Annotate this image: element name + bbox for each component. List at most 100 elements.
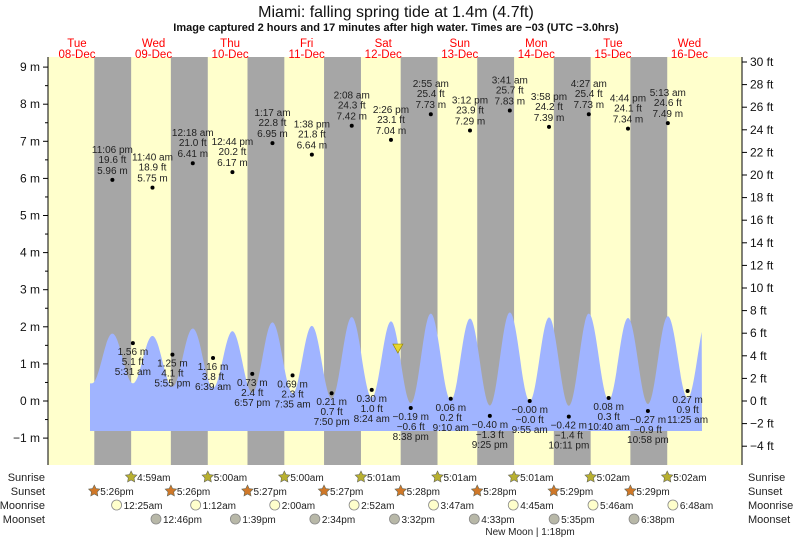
moonset-icon bbox=[548, 513, 560, 525]
sunrise-icon bbox=[507, 470, 521, 483]
low-tide-point bbox=[250, 371, 255, 376]
current-level-marker bbox=[392, 343, 404, 354]
high-tide-m: 6.64 m bbox=[297, 141, 328, 152]
high-tide-point bbox=[349, 123, 354, 128]
high-tide-m: 7.83 m bbox=[495, 97, 526, 108]
y-tick-label-m: 1 m bbox=[20, 357, 40, 371]
moonset-time: 6:38pm bbox=[641, 515, 674, 526]
sunset-row-label: Sunset bbox=[11, 486, 45, 498]
y-tick-label-ft: 20 ft bbox=[750, 168, 774, 182]
high-tide-ft: 21.0 ft bbox=[179, 138, 207, 149]
y-tick-label-ft: 4 ft bbox=[750, 349, 767, 363]
y-tick-label-ft: 8 ft bbox=[750, 304, 767, 318]
low-tide-point bbox=[527, 399, 532, 403]
sunrise-icon bbox=[660, 470, 674, 483]
day-label-dow: Wed bbox=[678, 38, 701, 50]
moonset-icon bbox=[628, 513, 640, 525]
low-tide-ft: 2.3 ft bbox=[281, 389, 303, 400]
sunset-time: 5:28pm bbox=[483, 487, 516, 498]
y-tick-label-ft: 6 ft bbox=[750, 326, 767, 340]
high-tide-time: 3:41 am bbox=[492, 76, 528, 87]
high-tide-point bbox=[309, 152, 314, 157]
sunrise-icon bbox=[431, 470, 444, 483]
high-tide-m: 6.41 m bbox=[177, 149, 208, 160]
day-label-date: 13-Dec bbox=[441, 49, 478, 61]
low-tide-m: −0.19 m bbox=[393, 412, 429, 423]
low-tide-ft: 0.3 ft bbox=[598, 412, 620, 423]
sunset-icon bbox=[87, 484, 101, 497]
y-tick-label-m: 7 m bbox=[20, 134, 40, 148]
high-tide-time: 3:58 pm bbox=[531, 92, 567, 103]
day-label-date: 09-Dec bbox=[135, 49, 172, 61]
sunset-icon bbox=[394, 484, 408, 497]
low-tide-m: 0.08 m bbox=[593, 402, 624, 413]
day-label-dow: Tue bbox=[67, 38, 86, 50]
sunrise-time: 5:00am bbox=[214, 473, 247, 484]
day-label-dow: Thu bbox=[220, 38, 240, 50]
moonset-time: 5:35pm bbox=[561, 515, 594, 526]
high-tide-point bbox=[547, 124, 552, 129]
high-tide-ft: 24.2 ft bbox=[535, 102, 563, 113]
high-tide-m: 7.73 m bbox=[416, 100, 447, 111]
low-tide-time: 7:35 am bbox=[274, 399, 310, 410]
high-tide-m: 7.49 m bbox=[653, 109, 684, 120]
moonrise-icon bbox=[269, 499, 281, 511]
sunrise-time: 5:02am bbox=[597, 473, 630, 484]
low-tide-time: 5:31 am bbox=[115, 367, 151, 378]
low-tide-point bbox=[369, 387, 374, 392]
high-tide-ft: 18.9 ft bbox=[139, 163, 167, 174]
y-tick-label-ft: 22 ft bbox=[750, 145, 774, 159]
moonset-time: 12:46pm bbox=[163, 515, 202, 526]
low-tide-time: 10:11 pm bbox=[548, 441, 589, 452]
low-tide-ft: 3.8 ft bbox=[202, 372, 224, 383]
low-tide-ft: −0.9 ft bbox=[634, 425, 662, 436]
high-tide-point bbox=[625, 126, 630, 131]
low-tide-time: 7:50 pm bbox=[314, 417, 350, 428]
sunrise-time: 5:02am bbox=[673, 473, 706, 484]
low-tide-time: 5:55 pm bbox=[154, 379, 190, 390]
high-tide-time: 12:18 am bbox=[172, 128, 214, 139]
chart-subtitle: Image captured 2 hours and 17 minutes af… bbox=[173, 22, 619, 34]
high-tide-point bbox=[190, 161, 195, 166]
low-tide-m: −0.00 m bbox=[511, 405, 547, 416]
low-tide-m: 0.21 m bbox=[316, 397, 347, 408]
low-tide-point bbox=[685, 388, 690, 393]
water-area bbox=[90, 312, 702, 431]
axes: 9 m 8 m 7 m 6 m 5 m 4 m 3 m 2 m 1 m 0 m −1 m 30 ft 2… bbox=[13, 55, 774, 465]
low-tide-time: 10:58 pm bbox=[627, 435, 669, 446]
low-tide-ft: −0.6 ft bbox=[397, 422, 425, 433]
day-label-dow: Wed bbox=[142, 38, 165, 50]
high-tide-point bbox=[507, 108, 512, 113]
low-tide-point bbox=[211, 355, 216, 360]
sunrise-icon bbox=[584, 470, 598, 483]
y-tick-label-ft: −4 ft bbox=[750, 439, 774, 453]
moonrise-time: 5:46am bbox=[600, 501, 633, 512]
sunrise-row-label: Sunrise bbox=[8, 472, 45, 484]
low-tide-time: 9:25 pm bbox=[472, 440, 508, 451]
moonset-icon bbox=[229, 513, 241, 525]
high-tide-m: 7.73 m bbox=[574, 100, 605, 111]
day-label-dow: Tue bbox=[603, 38, 622, 50]
moonset-row-label-right: Moonset bbox=[748, 514, 790, 526]
high-tide-point bbox=[110, 177, 115, 182]
moonset-time: 4:33pm bbox=[481, 515, 514, 526]
low-tide-m: 0.30 m bbox=[356, 394, 387, 405]
low-tide-time: 6:39 am bbox=[195, 382, 231, 393]
day-label-date: 15-Dec bbox=[594, 49, 631, 61]
sunset-time: 5:26pm bbox=[177, 487, 210, 498]
low-tide-point bbox=[606, 396, 611, 401]
high-tide-ft: 24.6 ft bbox=[654, 98, 682, 109]
y-tick-label-ft: 0 ft bbox=[750, 394, 767, 408]
low-tide-ft: 0.2 ft bbox=[440, 413, 462, 424]
sunrise-row-label-right: Sunrise bbox=[748, 472, 785, 484]
y-tick-label-m: −1 m bbox=[13, 431, 40, 445]
low-tide-m: −0.27 m bbox=[630, 415, 666, 426]
sunset-icon bbox=[317, 484, 331, 497]
sunset-time: 5:26pm bbox=[100, 487, 133, 498]
high-tide-time: 2:26 pm bbox=[373, 105, 409, 116]
moonrise-time: 6:48am bbox=[680, 501, 713, 512]
moonrise-time: 3:47am bbox=[441, 501, 474, 512]
sunrise-time: 5:01am bbox=[520, 473, 553, 484]
sunset-time: 5:27pm bbox=[330, 487, 363, 498]
